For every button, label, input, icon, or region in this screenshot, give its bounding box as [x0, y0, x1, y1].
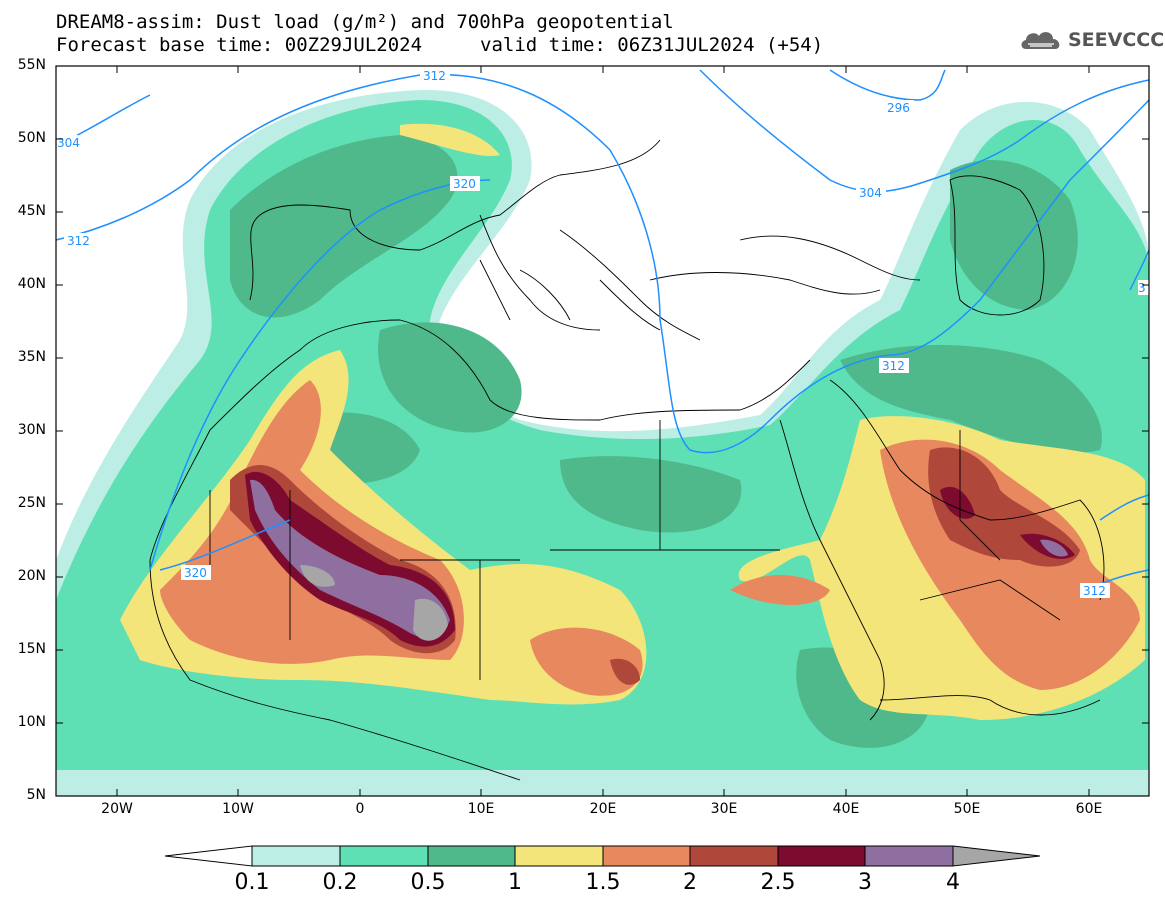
lat-label: 50N [17, 130, 46, 146]
contour-label: 3 [1138, 280, 1149, 295]
contour-label: 320 [450, 176, 480, 191]
colorbar-swatch [689, 845, 779, 867]
lat-label: 15N [17, 641, 46, 657]
contour-label: 312 [64, 233, 94, 248]
contour-labels: 312 304 296 304 312 320 312 320 312 3 [56, 68, 1149, 598]
lon-label: 20E [589, 801, 617, 817]
svg-text:304: 304 [57, 136, 80, 150]
dust-band-4 [300, 565, 448, 641]
lon-label: 50E [953, 801, 981, 817]
lon-label: 10W [222, 801, 254, 817]
lon-label: 40E [832, 801, 860, 817]
logo-text: SEEVCCC [1068, 29, 1165, 51]
lat-label: 30N [17, 422, 46, 438]
colorbar-swatch [602, 845, 691, 867]
cloud-icon [1021, 32, 1060, 49]
seevccc-logo: SEEVCCC [1018, 26, 1164, 54]
lat-label: 10N [17, 714, 46, 730]
colorbar-label: 2 [683, 870, 697, 895]
colorbar-swatch [514, 845, 604, 867]
lat-label: 40N [17, 276, 46, 292]
colorbar-swatch [427, 845, 516, 867]
colorbar-label: 0.2 [322, 870, 358, 895]
coastlines [149, 139, 1105, 781]
svg-text:320: 320 [453, 177, 476, 191]
lat-label: 5N [26, 787, 46, 803]
svg-text:320: 320 [184, 566, 207, 580]
colorbar [164, 845, 1041, 867]
colorbar-high-arrow [952, 845, 1041, 867]
svg-text:312: 312 [67, 234, 90, 248]
colorbar-swatch [864, 845, 954, 867]
colorbar-label: 2.5 [760, 870, 796, 895]
colorbar-swatch [251, 845, 341, 867]
svg-text:3: 3 [1138, 281, 1146, 295]
lon-label: 30E [710, 801, 738, 817]
contour-label: 304 [56, 135, 80, 150]
lat-label: 25N [17, 495, 46, 511]
valid-time: valid time: 06Z31JUL2024 (+54) [480, 34, 824, 56]
geopotential-contours [56, 69, 1149, 591]
svg-text:304: 304 [859, 186, 882, 200]
lat-label: 35N [17, 349, 46, 365]
lon-label: 10E [467, 801, 495, 817]
colorbar-label: 1.5 [585, 870, 621, 895]
svg-text:312: 312 [1083, 584, 1106, 598]
contour-label: 312 [1080, 583, 1110, 598]
lon-label: 60E [1075, 801, 1103, 817]
colorbar-label: 3 [858, 870, 872, 895]
lon-label: 20W [101, 801, 133, 817]
colorbar-label: 4 [946, 870, 960, 895]
svg-text:312: 312 [882, 359, 905, 373]
contour-label: 312 [879, 358, 909, 373]
lat-label: 55N [17, 57, 46, 73]
colorbar-low-arrow [164, 845, 253, 867]
chart-title: DREAM8-assim: Dust load (g/m²) and 700hP… [56, 11, 674, 33]
colorbar-swatch [339, 845, 429, 867]
lat-label: 20N [17, 568, 46, 584]
svg-text:296: 296 [887, 101, 910, 115]
contour-label: 312 [420, 68, 450, 83]
contour-label: 304 [856, 185, 886, 200]
contour-label: 296 [884, 100, 914, 115]
dust-band-3 [250, 479, 1068, 639]
colorbar-label: 0.1 [234, 870, 270, 895]
colorbar-swatch [777, 845, 866, 867]
lon-label: 0 [355, 801, 365, 817]
forecast-base-time: Forecast base time: 00Z29JUL2024 [56, 34, 423, 56]
svg-text:312: 312 [423, 69, 446, 83]
colorbar-label: 1 [508, 870, 522, 895]
colorbar-label: 0.5 [410, 870, 446, 895]
axis-ticks [56, 65, 1149, 796]
lat-label: 45N [17, 203, 46, 219]
contour-label: 320 [181, 565, 211, 580]
